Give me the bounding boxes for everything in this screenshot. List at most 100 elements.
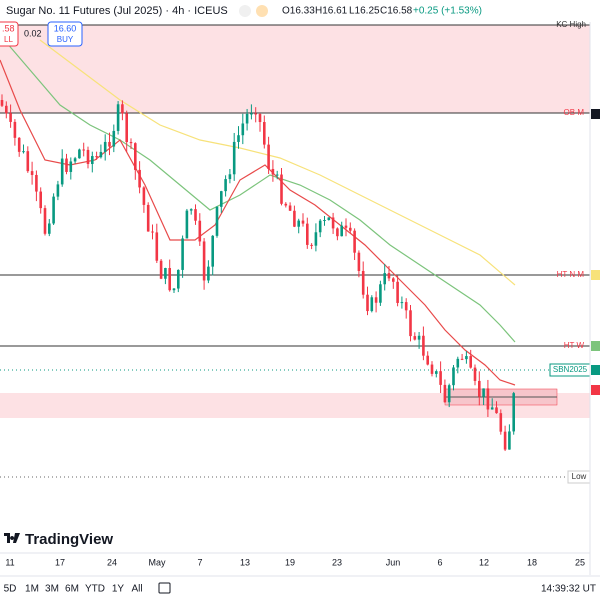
candle-body: [482, 388, 485, 397]
candle-body: [443, 384, 447, 403]
range-button[interactable]: 1Y: [112, 584, 125, 595]
candle-body: [374, 297, 378, 303]
candle-body: [293, 210, 296, 227]
candle-body: [228, 174, 232, 180]
ma-slow: [39, 39, 516, 286]
sell-button[interactable]: [0, 21, 19, 47]
candle-body: [134, 143, 137, 170]
range-button[interactable]: 6M: [65, 584, 79, 595]
candle-body: [323, 220, 326, 222]
candle-body: [379, 284, 382, 303]
candle-body: [301, 220, 305, 224]
sell-label: LL: [4, 35, 13, 44]
candle-body: [460, 358, 464, 360]
candle-body: [396, 281, 399, 303]
candle-body: [60, 158, 64, 185]
candle-body: [215, 206, 219, 236]
candle-body: [288, 205, 292, 211]
candle-body: [349, 227, 352, 231]
brand-name: TradingView: [25, 531, 113, 548]
candle-body: [357, 252, 361, 271]
range-button[interactable]: All: [131, 584, 142, 595]
time-axis: 11 17 24 May 7 13 19 23 Jun 6 12 18 25: [5, 557, 585, 567]
calendar-icon[interactable]: [158, 582, 171, 594]
candle-body: [439, 371, 442, 385]
candle-body: [30, 171, 34, 175]
axis-badge: [591, 109, 600, 119]
ohlc-change: +0.25 (+1.53%): [413, 6, 482, 17]
toolbar: 5D 1M 3M 6M YTD 1Y All: [4, 584, 143, 595]
candle-body: [211, 235, 214, 267]
candle-body: [478, 380, 481, 397]
sell-price: .58: [2, 23, 15, 33]
candle-body: [198, 220, 202, 242]
range-button[interactable]: 1M: [25, 584, 39, 595]
candle-body: [26, 151, 30, 172]
header-bar: [0, 0, 600, 22]
candle-body: [404, 302, 408, 311]
candle-body: [95, 156, 98, 158]
candle-body: [0, 100, 4, 106]
range-button[interactable]: 3M: [45, 584, 59, 595]
candle-body: [387, 273, 391, 279]
candle-body: [116, 104, 120, 131]
axis-badge: [591, 270, 600, 280]
candle-body: [168, 267, 171, 291]
candle-body: [241, 123, 245, 136]
candle-body: [250, 113, 253, 115]
candle-body: [142, 187, 146, 205]
candle-body: [172, 288, 176, 291]
candle-body: [146, 204, 150, 232]
level-tag: KC High: [556, 20, 586, 29]
symbol-title: Sugar No. 11 Futures (Jul 2025) · 4h · I…: [6, 5, 228, 17]
buy-button[interactable]: [47, 21, 83, 47]
symbol-tag: SBN2025: [553, 365, 588, 374]
candle-body: [426, 355, 429, 365]
candle-body: [310, 244, 313, 246]
ohlc-low: L16.25: [349, 6, 380, 17]
candle-body: [383, 273, 386, 285]
candle-body: [430, 364, 434, 374]
candle-body: [9, 113, 12, 122]
candle-body: [35, 174, 38, 192]
ma-mid: [0, 34, 516, 343]
ohlc-close: C16.58: [380, 6, 413, 17]
time-label: 25: [575, 557, 585, 567]
candle-body: [22, 151, 25, 153]
candle-body: [237, 135, 240, 142]
level-tag: HT W: [564, 341, 585, 350]
candle-body: [5, 105, 8, 114]
candle-body: [392, 278, 395, 282]
time-label: 18: [527, 557, 537, 567]
candle-body: [495, 407, 498, 414]
candle-body: [486, 388, 490, 410]
candle-body: [400, 302, 404, 304]
candle-body: [121, 104, 124, 114]
candle-body: [220, 191, 223, 207]
candle-body: [499, 413, 503, 432]
candle-body: [344, 225, 348, 228]
candle-body: [159, 260, 163, 279]
time-label: 19: [285, 557, 295, 567]
candle-body: [297, 220, 300, 227]
candle-body: [314, 232, 318, 246]
range-button[interactable]: 5D: [4, 584, 17, 595]
time-label: Jun: [386, 557, 401, 567]
candle-body: [271, 168, 275, 175]
candle-body: [189, 209, 193, 211]
candle-body: [73, 158, 77, 162]
candle-body: [447, 385, 451, 403]
candle-body: [69, 161, 73, 172]
buy-label: BUY: [57, 35, 74, 44]
candle-body: [263, 122, 266, 145]
candle-body: [336, 228, 339, 237]
candle-body: [108, 141, 111, 147]
candle-body: [125, 113, 128, 143]
candle-body: [452, 367, 455, 386]
candle-body: [361, 270, 365, 295]
candle-body: [78, 149, 81, 159]
range-button[interactable]: YTD: [85, 584, 105, 595]
candle-body: [112, 130, 116, 147]
axis-badge: [591, 341, 600, 351]
candle-body: [86, 149, 90, 165]
